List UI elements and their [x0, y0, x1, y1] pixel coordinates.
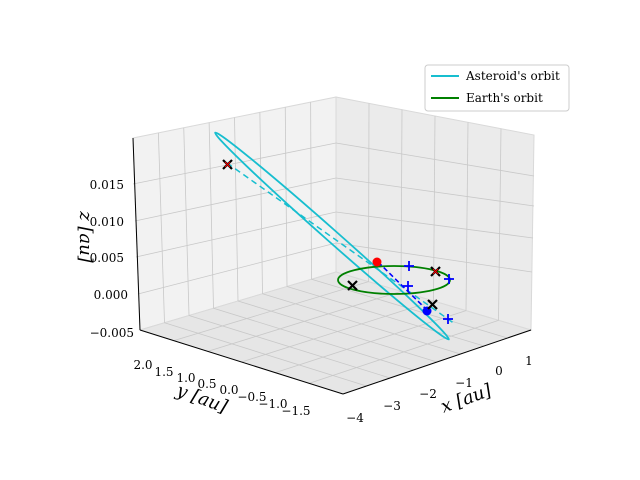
y-tick-label: 2.0: [133, 358, 152, 372]
earth-orbit-line: [337, 265, 451, 295]
z-axis-label: z [au]: [75, 210, 96, 264]
floor-grid-line: [275, 310, 467, 374]
z-tick-label: −0.005: [90, 326, 134, 340]
y-grid-line: [208, 122, 214, 309]
z-tick-label: 0.000: [94, 288, 128, 302]
asteroid-orbit-line: [214, 131, 450, 341]
z-grid-line: [135, 211, 337, 258]
y-grid-line: [234, 117, 239, 302]
tick-labels: 0.015 0.010 0.005 0.000 −0.005 2.0 1.5 1…: [90, 178, 533, 425]
legend-label-earth: Earth's orbit: [466, 91, 543, 105]
plus-marker: [443, 314, 453, 324]
z-tick-label: 0.015: [90, 178, 124, 192]
x-tick-label: 1: [525, 354, 533, 368]
y-tick-label: 0.5: [197, 377, 216, 391]
legend: Asteroid's orbit Earth's orbit: [424, 64, 570, 112]
floor-grid-line: [309, 319, 499, 384]
y-grid-line: [310, 102, 312, 280]
x-tick-label: −2: [419, 387, 437, 401]
x-grid-line: [498, 128, 502, 321]
x-marker: [427, 299, 438, 310]
blue-trajectory-segment: [377, 261, 431, 314]
y-grid-line: [259, 112, 263, 294]
floor-grid-line: [207, 290, 402, 352]
legend-box: [424, 64, 570, 112]
x-marker-red-inner: [432, 268, 439, 275]
x-tick-label: −3: [383, 399, 401, 413]
floor-grid-line: [241, 300, 434, 363]
y-grid-line: [183, 127, 190, 316]
red-point: [372, 257, 382, 267]
y-tick-label: 0.0: [219, 383, 238, 397]
z-grid-line: [132, 142, 337, 185]
y-tick-label: 1.0: [176, 371, 195, 385]
x-tick-label: 0: [495, 364, 503, 378]
plus-marker: [403, 281, 413, 291]
asteroid-orbit-axis-dashed: [226, 162, 456, 325]
legend-label-asteroid: Asteroid's orbit: [465, 69, 560, 83]
grid-lines: [132, 102, 535, 387]
x-tick-label: −1: [455, 376, 473, 390]
plus-marker: [404, 261, 414, 271]
plus-marker: [444, 274, 454, 284]
z-tick-label: 0.005: [90, 251, 124, 265]
y-tick-label: 1.5: [154, 365, 173, 379]
x-tick-label: −4: [346, 411, 364, 425]
y-grid-line: [157, 132, 165, 323]
x-marker-red-inner: [224, 161, 231, 168]
x-grid-line: [400, 109, 403, 292]
x-grid-line: [368, 103, 370, 282]
z-tick-label: 0.010: [90, 215, 124, 229]
y-tick-label: −0.5: [237, 390, 266, 404]
floor-grid-line: [173, 281, 369, 342]
y-tick-label: −1.5: [281, 404, 310, 418]
x-grid-line: [465, 122, 469, 311]
z-grid-line: [134, 177, 337, 222]
y-grid-line: [284, 107, 288, 287]
axis-lines: [132, 137, 532, 395]
y-tick-label: −1.0: [258, 397, 287, 411]
x-marker: [347, 280, 358, 291]
